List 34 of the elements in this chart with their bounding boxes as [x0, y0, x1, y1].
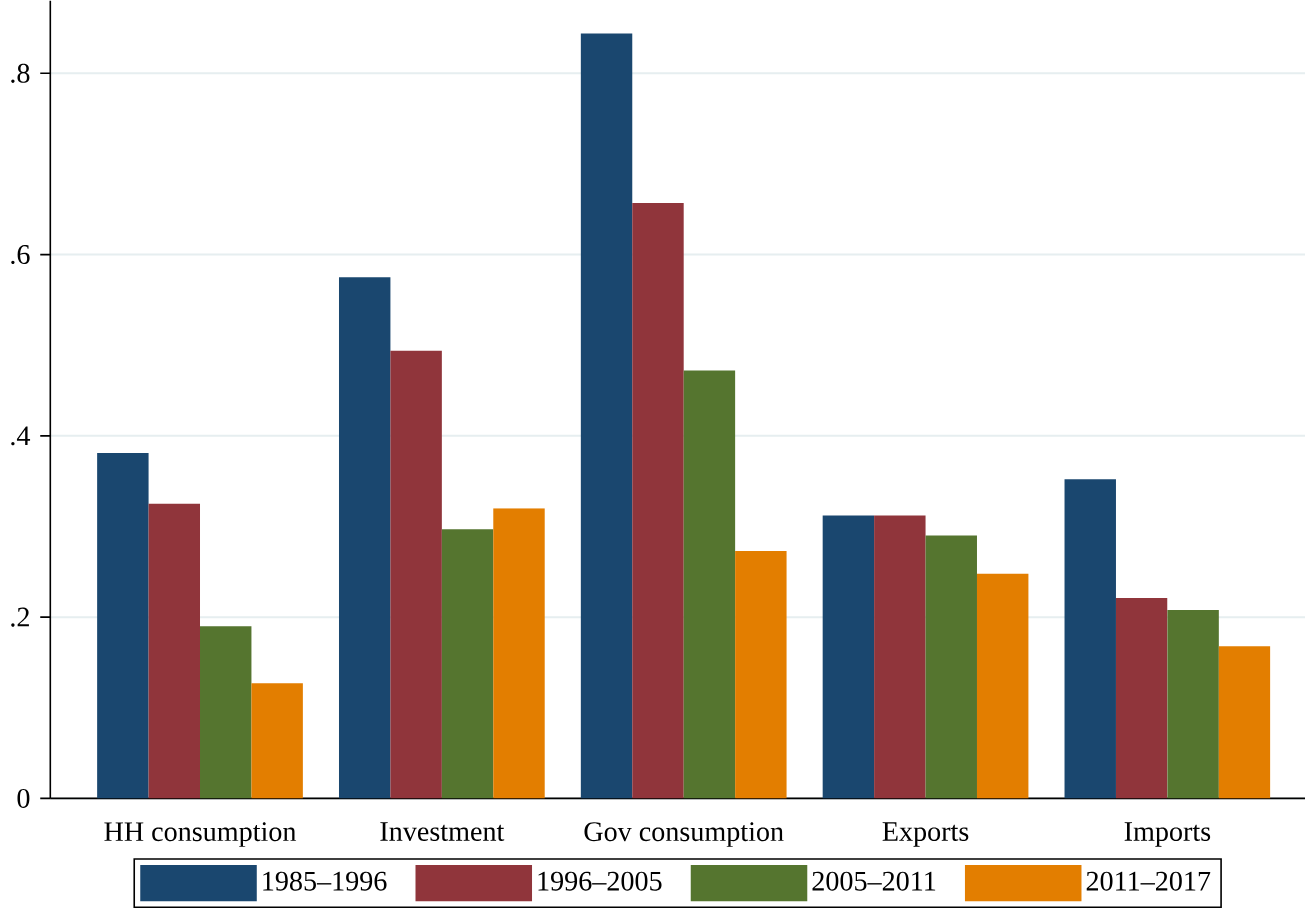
bar — [822, 515, 875, 799]
y-tick-label: .6 — [11, 245, 30, 265]
x-tick-label: Gov consumption — [584, 822, 784, 847]
y-tick-label: .2 — [11, 607, 29, 627]
bar — [148, 503, 201, 799]
bar — [580, 33, 633, 799]
bar — [1064, 479, 1116, 799]
bar — [251, 683, 303, 799]
bar — [338, 277, 391, 799]
y-tick-label: .8 — [11, 63, 30, 83]
bar — [97, 453, 149, 799]
y-tick-label: 0 — [17, 788, 30, 808]
legend-label: 2005–2011 — [812, 871, 936, 891]
x-tick-label: Exports — [882, 822, 969, 847]
bar — [632, 202, 684, 799]
bar — [493, 508, 545, 799]
x-tick-label: HH consumption — [104, 822, 297, 847]
bar — [441, 529, 494, 799]
bar — [1167, 609, 1219, 799]
bar — [683, 370, 736, 799]
bar — [874, 515, 926, 799]
bar — [1218, 646, 1271, 799]
bar — [976, 573, 1029, 799]
legend-label: 1985–1996 — [263, 871, 387, 891]
bar — [200, 626, 252, 799]
bar — [735, 550, 787, 799]
y-tick-label: .4 — [11, 426, 31, 446]
legend-label: 1996–2005 — [538, 871, 662, 891]
bar — [1115, 598, 1168, 799]
x-tick-label: Imports — [1124, 822, 1211, 847]
legend-label: 2011–2017 — [1086, 871, 1211, 891]
x-tick-label: Investment — [380, 822, 505, 841]
bar — [390, 350, 442, 799]
bar — [925, 535, 977, 799]
